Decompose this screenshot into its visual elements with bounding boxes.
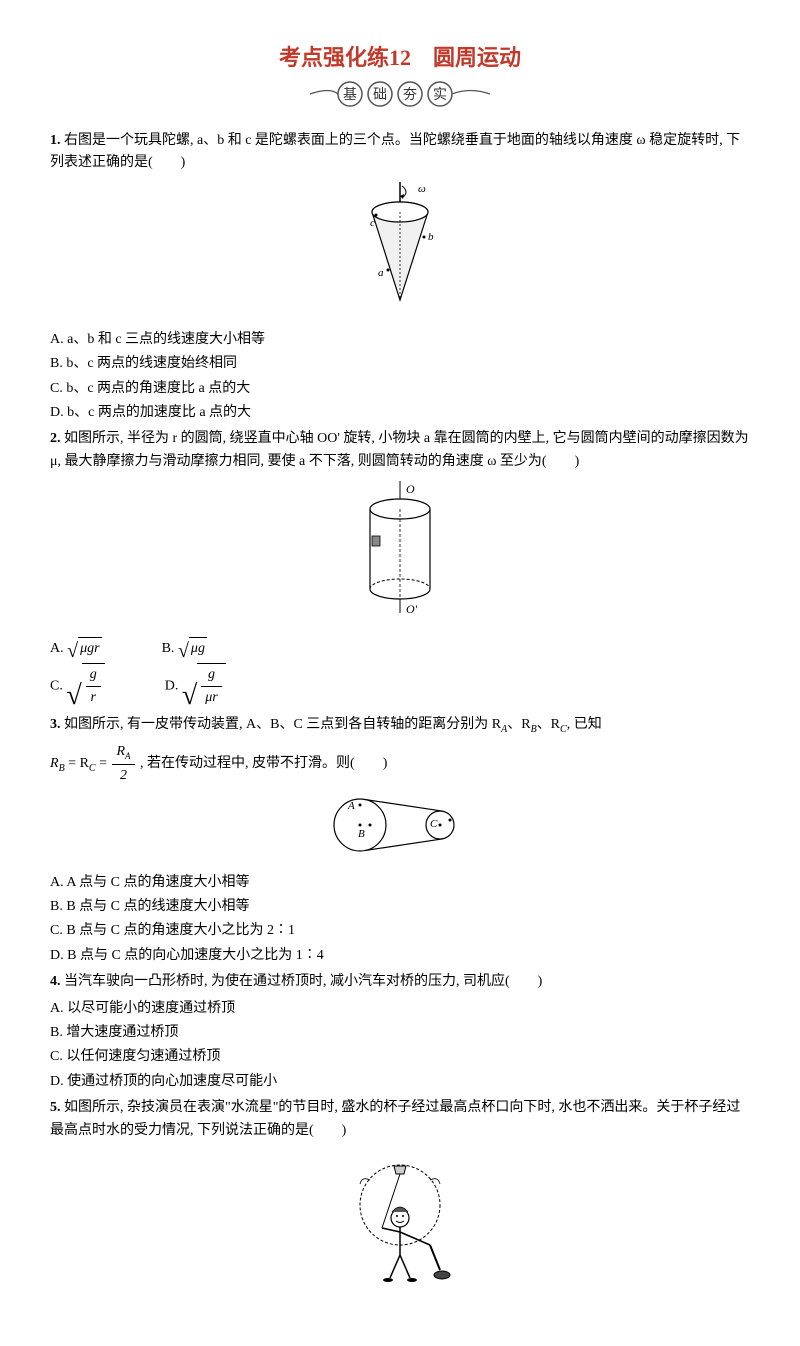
q2c-prefix: C. [50, 678, 63, 693]
q2d-den: μr [201, 687, 221, 709]
svg-text:础: 础 [373, 87, 387, 103]
q3-equation: RB = RC = RA 2 , 若在传动过程中, 皮带不打滑。则( ) [50, 741, 750, 787]
q3-text1: 如图所示, 有一皮带传动装置, A、B、C 三点到各自转轴的距离分别为 R [64, 717, 501, 732]
svg-text:O: O [406, 482, 415, 496]
q3-text2: 、R [507, 717, 530, 732]
q3-frac-2: 2 [112, 765, 134, 787]
q2d-num: g [201, 664, 221, 687]
q3-eq-eq: = [96, 757, 111, 772]
q4-option-b: B. 增大速度通过桥顶 [50, 1022, 750, 1044]
q1-text: 右图是一个玩具陀螺, a、b 和 c 是陀螺表面上的三个点。当陀螺绕垂直于地面的… [50, 133, 740, 170]
section-banner: 基 础 夯 实 [50, 79, 750, 117]
svg-text:实: 实 [433, 87, 447, 103]
q1-option-a: A. a、b 和 c 三点的线速度大小相等 [50, 329, 750, 351]
q2-option-d: D. √ gμr [165, 663, 226, 710]
q3-figure: A B C [50, 795, 750, 863]
q3-option-d: D. B 点与 C 点的向心加速度大小之比为 1∶4 [50, 945, 750, 967]
q2-option-a: A. √μgr [50, 637, 102, 660]
question-4: 4. 当汽车驶向一凸形桥时, 为使在通过桥顶时, 减小汽车对桥的压力, 司机应(… [50, 971, 750, 993]
q2b-rad: μg [189, 637, 207, 660]
svg-text:ω: ω [418, 183, 426, 195]
q4-option-a: A. 以尽可能小的速度通过桥顶 [50, 998, 750, 1020]
svg-text:a: a [378, 267, 384, 279]
q3-number: 3. [50, 717, 61, 732]
q1-option-c: C. b、c 两点的角速度比 a 点的大 [50, 378, 750, 400]
svg-text:C: C [430, 818, 438, 830]
q4-option-d: D. 使通过桥顶的向心加速度尽可能小 [50, 1071, 750, 1093]
q2c-den: r [86, 687, 101, 709]
q3-subC: C [560, 723, 567, 734]
question-5: 5. 如图所示, 杂技演员在表演"水流星"的节目时, 盛水的杯子经过最高点杯口向… [50, 1097, 750, 1142]
q2-option-c: C. √ gr [50, 663, 105, 710]
q2a-prefix: A. [50, 641, 64, 656]
q3-eq-R1: R [50, 757, 59, 772]
q2-text: 如图所示, 半径为 r 的圆筒, 绕竖直中心轴 OO' 旋转, 小物块 a 靠在… [50, 431, 749, 468]
svg-text:B: B [358, 828, 365, 840]
svg-text:b: b [428, 231, 434, 243]
q1-option-d: D. b、c 两点的加速度比 a 点的大 [50, 402, 750, 424]
q5-figure [50, 1150, 750, 1298]
q3-text3: 、R [537, 717, 560, 732]
svg-text:夯: 夯 [403, 87, 417, 103]
banner-icon: 基 础 夯 实 [300, 79, 500, 109]
q3-option-a: A. A 点与 C 点的角速度大小相等 [50, 872, 750, 894]
svg-text:A: A [347, 800, 355, 812]
q4-text: 当汽车驶向一凸形桥时, 为使在通过桥顶时, 减小汽车对桥的压力, 司机应( ) [64, 974, 542, 989]
page-title: 考点强化练12 圆周运动 [50, 40, 750, 75]
svg-text:c: c [370, 217, 375, 229]
q5-number: 5. [50, 1100, 61, 1115]
q1-figure: ω c b a [50, 182, 750, 320]
q2-option-b: B. √μg [162, 637, 207, 660]
q2a-rad: μgr [78, 637, 101, 660]
q3-eq-eqR: = R [65, 757, 89, 772]
q2-figure: O O' [50, 481, 750, 629]
question-3: 3. 如图所示, 有一皮带传动装置, A、B、C 三点到各自转轴的距离分别为 R… [50, 714, 750, 738]
q3-text5: , 若在传动过程中, 皮带不打滑。则( ) [140, 757, 387, 772]
svg-text:O': O' [406, 602, 418, 616]
q3-frac-R: R [116, 744, 125, 759]
q1-option-b: B. b、c 两点的线速度始终相同 [50, 353, 750, 375]
q2-number: 2. [50, 431, 61, 446]
question-1: 1. 右图是一个玩具陀螺, a、b 和 c 是陀螺表面上的三个点。当陀螺绕垂直于… [50, 130, 750, 175]
q3-eq-C: C [89, 763, 96, 774]
question-2: 2. 如图所示, 半径为 r 的圆筒, 绕竖直中心轴 OO' 旋转, 小物块 a… [50, 428, 750, 473]
q4-number: 4. [50, 974, 61, 989]
q3-option-b: B. B 点与 C 点的线速度大小相等 [50, 896, 750, 918]
q3-frac-A: A [125, 751, 131, 761]
svg-text:基: 基 [343, 86, 357, 103]
q2b-prefix: B. [162, 641, 175, 656]
q2d-prefix: D. [165, 678, 179, 693]
q3-text4: , 已知 [567, 717, 602, 732]
q4-option-c: C. 以任何速度匀速通过桥顶 [50, 1046, 750, 1068]
q3-option-c: C. B 点与 C 点的角速度大小之比为 2∶1 [50, 920, 750, 942]
q2c-num: g [86, 664, 101, 687]
q1-number: 1. [50, 133, 61, 148]
